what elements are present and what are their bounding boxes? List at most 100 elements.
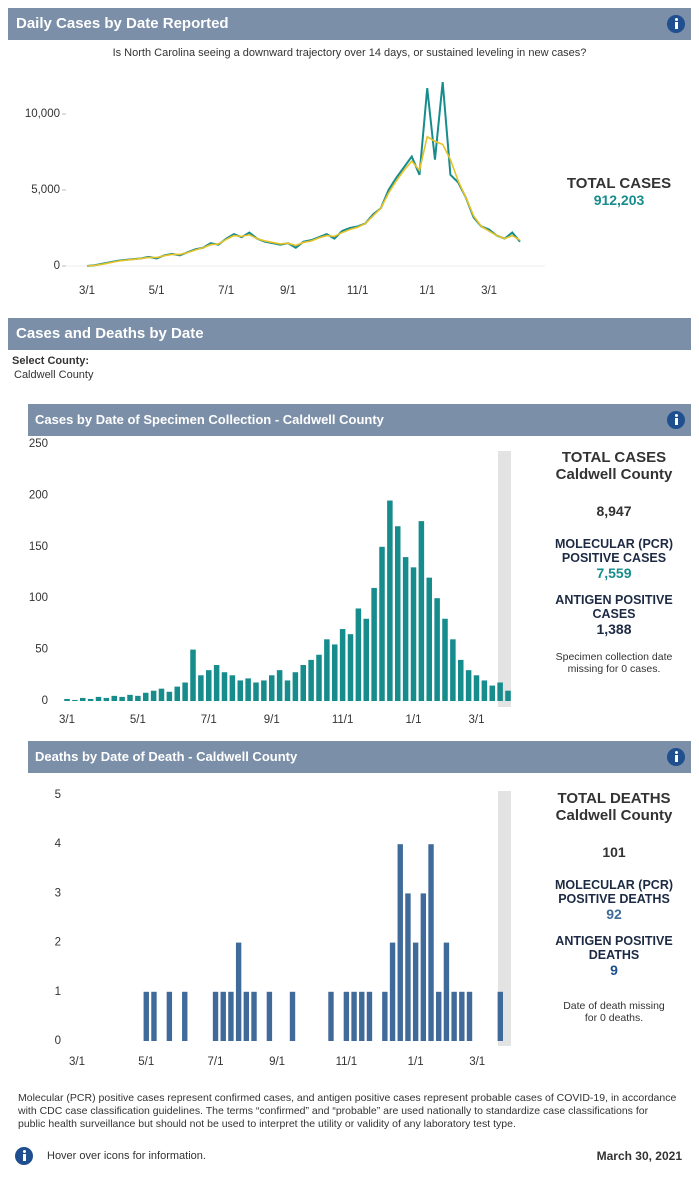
bar — [243, 991, 250, 1041]
bar — [284, 680, 291, 701]
bar — [261, 680, 267, 701]
bar — [308, 659, 314, 701]
bar — [268, 675, 275, 701]
bar — [64, 698, 70, 701]
bar — [190, 649, 196, 701]
chart-subtitle: Is North Carolina seeing a downward traj… — [112, 47, 587, 59]
bar — [143, 991, 149, 1041]
x-tick-label: 7/1 — [201, 714, 217, 726]
x-tick-label: 5/1 — [138, 1056, 154, 1068]
county-select[interactable]: Caldwell County — [14, 369, 94, 381]
bar — [366, 991, 373, 1041]
x-tick-label: 5/1 — [149, 285, 165, 297]
bar — [166, 991, 173, 1041]
bar — [450, 639, 456, 701]
bar — [127, 694, 133, 701]
bar — [402, 557, 409, 701]
y-tick-label: 4 — [55, 838, 62, 850]
bar — [465, 670, 472, 701]
bar — [505, 690, 511, 701]
chart-title: Daily Cases by Date Reported — [16, 15, 229, 32]
bar — [221, 672, 228, 701]
info-icon[interactable] — [667, 748, 685, 766]
bar — [158, 688, 165, 701]
bar — [412, 942, 419, 1041]
bar — [235, 942, 242, 1041]
bar — [339, 629, 346, 701]
bar — [382, 991, 388, 1041]
bar — [397, 844, 403, 1041]
y-tick-label: 150 — [29, 541, 48, 553]
info-icon[interactable] — [667, 15, 685, 33]
bar — [79, 697, 86, 701]
missing-note: Date of death missing for 0 deaths. — [563, 1000, 665, 1024]
bar — [489, 685, 496, 701]
bar — [436, 991, 442, 1041]
bar — [135, 695, 141, 701]
bar — [151, 991, 157, 1041]
x-tick-label: 11/1 — [332, 714, 354, 726]
bar — [347, 634, 354, 701]
x-tick-label: 1/1 — [408, 1056, 424, 1068]
bar — [328, 991, 334, 1041]
bar — [343, 991, 350, 1041]
summary-value: 912,203 — [593, 192, 645, 208]
bar — [428, 844, 434, 1041]
bar — [119, 696, 125, 701]
bar — [237, 680, 244, 701]
bar — [371, 587, 377, 701]
antigen-label: ANTIGEN POSITIVE CASES — [555, 593, 673, 621]
x-tick-label: 3/1 — [69, 1056, 85, 1068]
bar — [245, 678, 251, 701]
x-tick-label: 9/1 — [269, 1056, 285, 1068]
bar — [324, 639, 330, 701]
info-icon[interactable] — [667, 411, 685, 429]
incomplete-band — [498, 791, 511, 1046]
bar — [466, 991, 473, 1041]
bar — [459, 991, 465, 1041]
antigen-label: ANTIGEN POSITIVE DEATHS — [555, 934, 673, 962]
bar — [205, 670, 212, 701]
bar — [87, 698, 94, 701]
missing-note: Specimen collection date missing for 0 c… — [555, 651, 673, 675]
bar — [363, 618, 370, 701]
x-tick-label: 3/1 — [79, 285, 95, 297]
bar — [359, 991, 365, 1041]
bar — [174, 686, 181, 701]
y-tick-label: 0 — [54, 260, 60, 272]
bar — [213, 665, 220, 701]
y-tick-label: 2 — [55, 937, 61, 949]
bar — [497, 682, 503, 701]
bar — [253, 682, 259, 701]
bar — [220, 991, 226, 1041]
x-tick-label: 9/1 — [264, 714, 280, 726]
pcr-value: 92 — [606, 906, 622, 922]
select-label: Select County: — [12, 355, 90, 367]
x-tick-label: 11/1 — [336, 1056, 358, 1068]
bar — [473, 675, 480, 701]
info-icon[interactable] — [15, 1147, 33, 1165]
header-bar — [8, 318, 691, 350]
x-tick-label: 7/1 — [218, 285, 234, 297]
bar — [457, 659, 464, 701]
hover-hint: Hover over icons for information. — [47, 1150, 206, 1162]
antigen-value: 9 — [610, 962, 618, 978]
bar — [418, 521, 425, 701]
x-tick-label: 3/1 — [469, 714, 485, 726]
x-tick-label: 7/1 — [208, 1056, 224, 1068]
bar — [182, 991, 188, 1041]
bar — [434, 598, 440, 701]
bar — [95, 696, 102, 701]
bar — [212, 991, 219, 1041]
bar — [198, 675, 204, 701]
bar — [451, 991, 457, 1041]
bar — [442, 618, 448, 701]
antigen-value: 1,388 — [596, 621, 632, 637]
bar — [289, 991, 296, 1041]
pcr-label: MOLECULAR (PCR) POSITIVE CASES — [554, 537, 674, 565]
x-tick-label: 1/1 — [406, 714, 422, 726]
y-tick-label: 50 — [35, 644, 48, 656]
bar — [387, 500, 393, 701]
county-name: Caldwell County — [555, 807, 673, 824]
